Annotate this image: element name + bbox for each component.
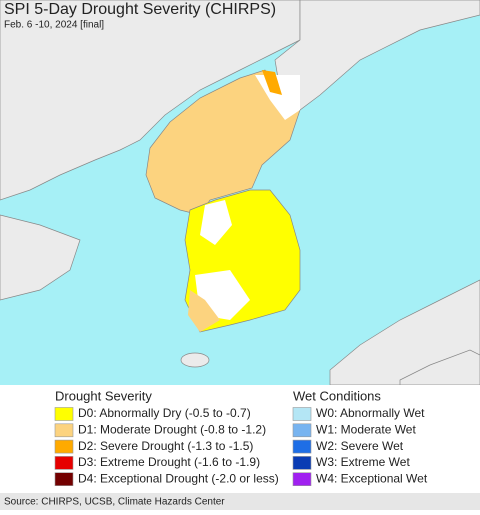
- legend-swatch: [54, 407, 74, 421]
- china-coast: [0, 214, 81, 301]
- legend-label: W3: Extreme Wet: [316, 455, 410, 469]
- legend-swatch: [292, 439, 312, 454]
- legend-panel: [0, 385, 480, 493]
- footer: [0, 493, 480, 510]
- legend-label: W1: Moderate Wet: [316, 422, 416, 436]
- sk-moderate: [188, 290, 220, 332]
- legend-swatch: [292, 456, 312, 470]
- legend-label: W4: Exceptional Wet: [316, 471, 428, 485]
- legend-label: D0: Abnormally Dry (-0.5 to -0.7): [78, 406, 251, 420]
- legend-label: D1: Moderate Drought (-0.8 to -1.2): [78, 422, 266, 436]
- source: Source: CHIRPS, UCSB, Climate Hazards Ce…: [4, 497, 225, 508]
- china: [0, 0, 301, 201]
- nk-normal: [255, 75, 300, 120]
- jeju: [180, 352, 210, 368]
- north-korea: [145, 69, 301, 216]
- legend-title: Wet Conditions: [293, 388, 381, 403]
- subtitle: Feb. 6 -10, 2024 [final]: [4, 20, 104, 31]
- legend-swatch: [54, 423, 74, 438]
- legend-swatch: [292, 407, 312, 421]
- title: SPI 5-Day Drought Severity (CHIRPS): [4, 1, 276, 18]
- legend-label: W2: Severe Wet: [316, 439, 404, 453]
- legend-label: W0: Abnormally Wet: [316, 406, 425, 420]
- legend-swatch: [54, 472, 74, 487]
- russia: [274, 0, 480, 111]
- legend-swatch: [54, 439, 74, 454]
- legend-label: D2: Severe Drought (-1.3 to -1.5): [78, 439, 253, 453]
- legend-swatch: [292, 423, 312, 438]
- legend-swatch: [292, 472, 312, 487]
- legend-title: Drought Severity: [55, 388, 152, 403]
- legend-swatch: [54, 456, 74, 470]
- legend-label: D4: Exceptional Drought (-2.0 or less): [78, 471, 279, 485]
- nk-severe: [262, 70, 282, 95]
- legend-label: D3: Extreme Drought (-1.6 to -1.9): [78, 455, 260, 469]
- legend-items: D0: Abnormally Dry (-0.5 to -0.7) D1: Mod…: [54, 406, 428, 487]
- sk-normal: [200, 200, 232, 245]
